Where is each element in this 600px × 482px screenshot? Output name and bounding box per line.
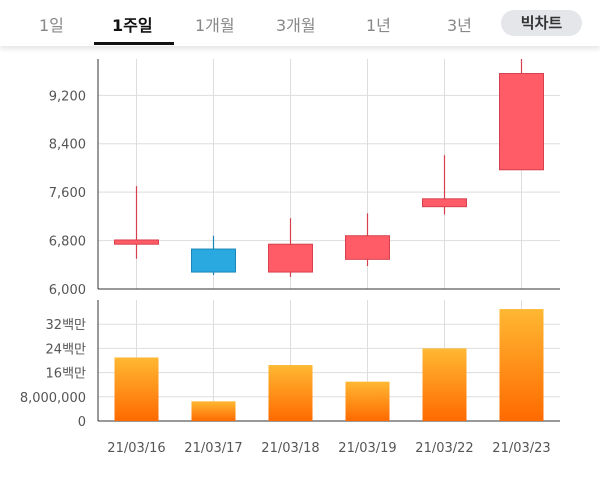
candle: [191, 235, 236, 276]
volume-tick-label: 8,000,000: [20, 391, 86, 406]
volume-bar: [268, 365, 313, 421]
volume-bar: [114, 357, 159, 421]
volume-tick-label: 0: [78, 415, 86, 430]
price-tick-label: 6,800: [49, 235, 86, 250]
x-tick-label: 21/03/23: [492, 441, 550, 456]
volume-tick-label: 16백만: [46, 367, 87, 382]
x-tick-label: 21/03/17: [184, 441, 242, 456]
volume-panel: 0 8,000,000 16백만 24백만 32백만: [20, 300, 560, 430]
x-tick-label: 21/03/18: [261, 441, 319, 456]
x-axis: 21/03/16 21/03/17 21/03/18 21/03/19 21/03/22…: [107, 441, 550, 456]
tab-1-week[interactable]: 1주일: [112, 16, 153, 35]
price-tick-label: 6,000: [49, 283, 86, 298]
candle-body: [114, 239, 159, 245]
period-tab-bar: 1일 1주일 1개월 3개월 1년 3년 빅차트: [0, 0, 600, 46]
candle: [268, 218, 313, 277]
volume-bar: [499, 309, 544, 421]
price-tick-label: 8,400: [49, 138, 86, 153]
tab-3-months[interactable]: 3개월: [276, 16, 316, 35]
candle: [422, 155, 467, 215]
volume-bar: [422, 348, 467, 421]
candle-body: [422, 198, 467, 208]
volume-tick-label: 24백만: [46, 342, 87, 357]
candle: [345, 213, 390, 266]
candle-body: [499, 73, 544, 171]
candle-body: [191, 248, 236, 273]
x-tick-label: 21/03/16: [107, 441, 165, 456]
tab-1-month[interactable]: 1개월: [195, 16, 235, 35]
candle: [499, 59, 544, 171]
tab-1-year[interactable]: 1년: [366, 16, 391, 35]
active-tab-underline: [94, 42, 174, 45]
candle-body: [345, 235, 390, 260]
volume-bar: [345, 381, 390, 421]
tab-1-day[interactable]: 1일: [39, 16, 64, 35]
x-tick-label: 21/03/19: [338, 441, 396, 456]
x-tick-label: 21/03/22: [415, 441, 473, 456]
candle: [114, 186, 159, 259]
price-tick-label: 7,600: [49, 186, 86, 201]
big-chart-button[interactable]: 빅차트: [501, 10, 582, 36]
volume-tick-label: 32백만: [46, 318, 87, 333]
candle-body: [268, 243, 313, 273]
tab-3-years[interactable]: 3년: [447, 16, 472, 35]
volume-bar: [191, 401, 236, 421]
price-panel: 6,000 6,800 7,600 8,400 9,200: [49, 59, 560, 298]
price-tick-label: 9,200: [49, 89, 86, 104]
